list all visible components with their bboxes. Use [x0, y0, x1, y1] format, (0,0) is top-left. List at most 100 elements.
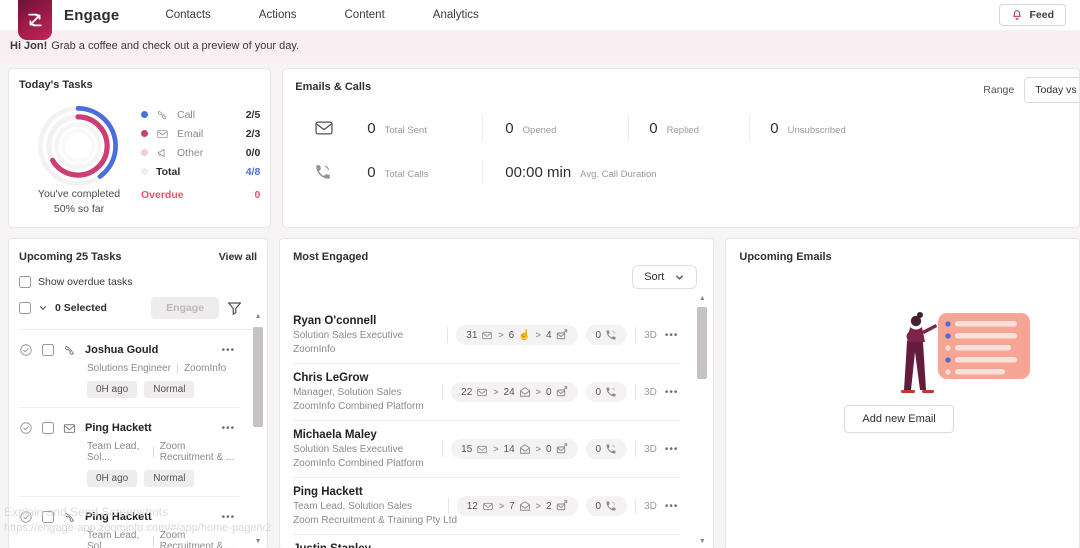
divider [749, 115, 751, 141]
legend-label: Other [177, 146, 204, 159]
envelope-icon [313, 118, 335, 138]
task-role: Team Lead, Sol... [87, 530, 140, 548]
complete-check-icon[interactable] [19, 510, 33, 524]
range-select[interactable]: Today vs Y [1024, 77, 1080, 103]
person-company: ZoomInfo Combined Platform [293, 401, 424, 412]
scroll-up-icon[interactable]: ▲ [698, 295, 706, 302]
selected-count-label: 0 Selected [55, 302, 107, 314]
legend-value: 4/8 [245, 165, 261, 178]
engagement-window: 3D [644, 443, 657, 455]
add-new-email-button[interactable]: Add new Email [844, 405, 954, 433]
task-company: Zoom Recruitment & ... [159, 530, 235, 548]
total-dot [141, 168, 148, 175]
more-menu-icon[interactable]: ••• [664, 500, 679, 512]
engaged-scrollbar[interactable]: ▲ ▼ [697, 295, 708, 548]
person-name: Michaela Maley [293, 429, 377, 441]
stat-total-sent: 0 Total Sent [367, 119, 427, 137]
show-overdue-checkbox[interactable] [19, 276, 31, 288]
call-stats-row: 0 Total Calls 00:00 min Avg. Call Durati… [295, 159, 1079, 185]
engage-button[interactable]: Engage [151, 297, 220, 319]
most-engaged-title: Most Engaged [293, 251, 369, 263]
legend-row-overdue: Overdue 0 [141, 185, 260, 204]
upcoming-emails-title: Upcoming Emails [739, 251, 832, 263]
task-row[interactable]: Ping Hackett ••• Team Lead, Sol... Zoom … [19, 408, 240, 497]
person-role: Solution Sales Executive [293, 444, 404, 455]
time-badge: 0H ago [87, 381, 138, 398]
main-nav: Contacts Actions Content Analytics [165, 9, 478, 21]
more-menu-icon[interactable]: ••• [664, 386, 679, 398]
calls-pill: 0 [585, 496, 628, 516]
nav-item-content[interactable]: Content [344, 9, 385, 21]
view-all-link[interactable]: View all [218, 251, 258, 263]
more-menu-icon[interactable]: ••• [221, 422, 236, 434]
scrollbar-thumb[interactable] [697, 307, 708, 379]
stat-opened: 0 Opened [505, 119, 557, 137]
engagement-window: 3D [644, 500, 657, 512]
task-company: Zoom Recruitment & ... [159, 441, 235, 463]
overdue-label: Overdue [141, 188, 184, 201]
email-sent-icon [476, 444, 488, 455]
engaged-row[interactable]: Ryan O'connell Solution Sales Executive … [293, 307, 681, 364]
engagement-window: 3D [644, 386, 657, 398]
divider [482, 115, 484, 141]
person-company: ZoomInfo [293, 344, 336, 355]
more-menu-icon[interactable]: ••• [221, 344, 236, 356]
tasks-legend: Call 2/5 Email 2/3 Other 0/0 To [141, 105, 260, 204]
stat-replied: 0 Replied [649, 119, 699, 137]
legend-value: 2/5 [245, 108, 261, 121]
person-name: Chris LeGrow [293, 372, 369, 384]
task-row[interactable]: Ping Hackett ••• Team Lead, Sol... Zoom … [19, 497, 239, 548]
engaged-row[interactable]: Michaela Maley Solution Sales Executive … [293, 421, 681, 478]
emails-calls-title: Emails & Calls [295, 81, 372, 93]
dashboard: Today's Tasks You've completed 50% so fa… [0, 62, 1080, 548]
task-checkbox[interactable] [42, 511, 54, 523]
feed-button[interactable]: Feed [999, 4, 1066, 26]
legend-value: 0/0 [245, 146, 261, 159]
zoominfo-logo-icon[interactable] [18, 0, 52, 40]
person-name: Justin Stanley [293, 543, 680, 548]
person-company: ZoomInfo Combined Platform [293, 458, 424, 469]
more-menu-icon[interactable]: ••• [664, 329, 679, 341]
nav-item-analytics[interactable]: Analytics [432, 9, 479, 21]
chevron-down-icon [674, 272, 685, 283]
email-opened-icon [519, 386, 531, 398]
nav-item-contacts[interactable]: Contacts [165, 9, 211, 21]
email-sent-icon [476, 387, 488, 398]
scroll-down-icon[interactable]: ▼ [254, 538, 262, 545]
upcoming-tasks-title: Upcoming 25 Tasks [19, 251, 122, 263]
scroll-down-icon[interactable]: ▼ [698, 538, 706, 545]
engaged-row[interactable]: Ping Hackett Team Lead, Solution Sales Z… [293, 478, 681, 535]
scrollbar-thumb[interactable] [253, 327, 264, 427]
sort-dropdown[interactable]: Sort [632, 265, 698, 289]
chevron-down-icon[interactable] [38, 303, 48, 313]
more-menu-icon[interactable]: ••• [664, 443, 679, 455]
phone-outgoing-icon [605, 443, 617, 455]
upcoming-emails-card: Upcoming Emails [725, 238, 1080, 548]
person-role: Solution Sales Executive [293, 330, 404, 341]
more-menu-icon[interactable]: ••• [221, 511, 236, 523]
select-all-checkbox[interactable] [19, 302, 31, 314]
complete-check-icon[interactable] [19, 421, 33, 435]
funnel-filter-icon[interactable] [226, 300, 243, 317]
nav-item-actions[interactable]: Actions [258, 9, 297, 21]
person-name: Ping Hackett [293, 486, 363, 498]
engaged-row[interactable]: Chris LeGrow Manager, Solution Sales Zoo… [293, 364, 681, 421]
other-dot [141, 149, 148, 156]
email-stats-row: 0 Total Sent 0 Opened 0 Replied 0 Unsubs… [295, 115, 1079, 141]
task-row[interactable]: Joshua Gould ••• Solutions Engineer Zoom… [19, 330, 240, 408]
person-name: Ryan O'connell [293, 315, 377, 327]
tasks-progress-donut-chart [38, 106, 118, 186]
task-checkbox[interactable] [42, 422, 54, 434]
person-role: Team Lead, Solution Sales [293, 501, 413, 512]
complete-check-icon[interactable] [19, 343, 33, 357]
email-dot [141, 130, 148, 137]
task-checkbox[interactable] [42, 344, 54, 356]
task-role: Solutions Engineer [87, 363, 171, 374]
divider [635, 441, 637, 457]
feed-label: Feed [1029, 9, 1054, 21]
tasks-scrollbar[interactable]: ▲ ▼ [253, 313, 264, 548]
engaged-row[interactable]: Justin Stanley Senior Director, Business… [293, 535, 680, 548]
task-contact-name: Ping Hackett [85, 511, 152, 523]
divider [19, 329, 258, 330]
scroll-up-icon[interactable]: ▲ [254, 313, 262, 320]
